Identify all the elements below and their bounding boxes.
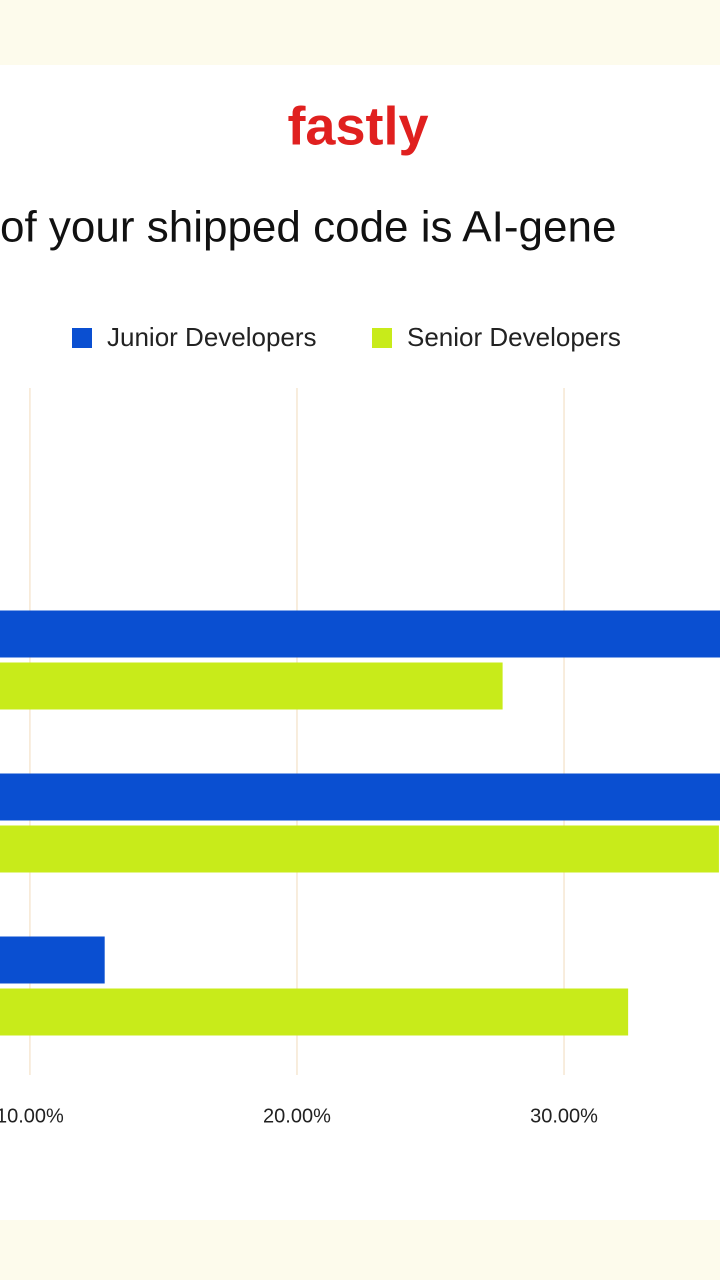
legend-swatch [372, 328, 392, 348]
bar [0, 936, 105, 984]
x-tick-label: 30.00% [530, 1105, 598, 1127]
bar [0, 988, 629, 1036]
chart-title: of your shipped code is AI-gene [0, 203, 616, 252]
bar [0, 773, 720, 821]
plot-area: 10.00% 20.00% 30.00% [0, 388, 720, 1127]
bar [0, 825, 719, 873]
legend-label: Senior Developers [407, 322, 621, 352]
bar [0, 662, 503, 710]
legend-label: Junior Developers [107, 322, 317, 352]
x-tick-label: 20.00% [263, 1105, 331, 1127]
x-tick-label: 10.00% [0, 1105, 64, 1127]
legend: Junior Developers Senior Developers [72, 322, 621, 352]
legend-swatch [72, 328, 92, 348]
brand-logo: fastly [287, 96, 428, 156]
bar [0, 610, 720, 658]
